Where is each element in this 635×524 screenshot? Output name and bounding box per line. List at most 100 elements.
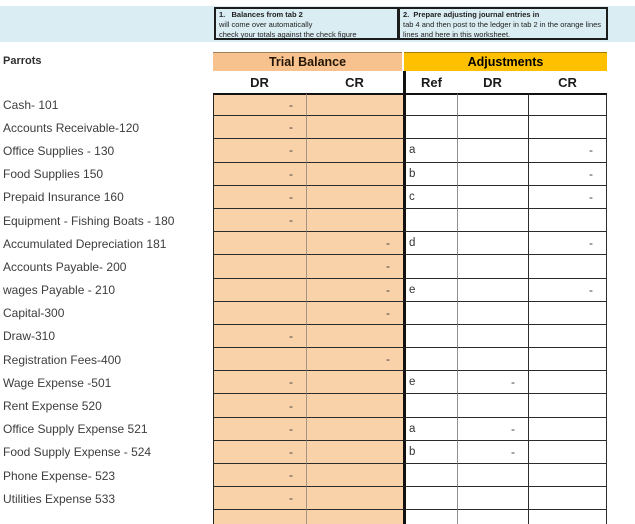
trial-balance-cr-cell[interactable]: - — [306, 348, 403, 372]
adjustment-dr-cell[interactable]: - — [457, 417, 528, 441]
adjustment-ref-cell[interactable] — [403, 255, 457, 279]
account-name-cell[interactable]: Draw-310 — [3, 329, 56, 344]
adjustment-ref-cell[interactable]: a — [403, 139, 457, 163]
adjustment-ref-cell[interactable] — [403, 510, 457, 524]
trial-balance-dr-cell[interactable]: - — [213, 394, 306, 418]
adjustment-dr-cell[interactable]: - — [457, 440, 528, 464]
adjustment-cr-cell[interactable] — [528, 93, 607, 117]
adjustment-ref-cell[interactable]: b — [403, 440, 457, 464]
adjustment-cr-cell[interactable] — [528, 208, 607, 233]
trial-balance-dr-cell[interactable]: - — [213, 208, 306, 233]
adjustment-cr-cell[interactable]: - — [528, 278, 607, 302]
trial-balance-cr-cell[interactable] — [306, 487, 403, 511]
adjustments-ref-header[interactable]: Ref — [403, 71, 457, 93]
trial-balance-cr-cell[interactable] — [306, 185, 403, 209]
adjustment-dr-cell[interactable] — [457, 278, 528, 302]
trial-balance-cr-cell[interactable] — [306, 510, 403, 524]
adjustment-ref-cell[interactable] — [403, 93, 457, 117]
adjustment-cr-cell[interactable] — [528, 487, 607, 511]
trial-balance-cr-cell[interactable] — [306, 139, 403, 163]
adjustment-dr-cell[interactable] — [457, 301, 528, 325]
account-name-cell[interactable]: Prepaid Insurance 160 — [3, 190, 124, 205]
adjustment-ref-cell[interactable] — [403, 301, 457, 325]
adjustment-cr-cell[interactable] — [528, 255, 607, 279]
trial-balance-dr-header[interactable]: DR — [250, 74, 269, 90]
account-name-cell[interactable]: Equipment - Fishing Boats - 180 — [3, 213, 175, 228]
trial-balance-cr-cell[interactable] — [306, 162, 403, 186]
adjustment-cr-cell[interactable]: - — [528, 185, 607, 209]
account-name-cell[interactable]: Accumulated Depreciation 181 — [3, 236, 167, 251]
adjustment-cr-cell[interactable] — [528, 348, 607, 372]
trial-balance-cr-cell[interactable] — [306, 93, 403, 117]
adjustment-cr-cell[interactable] — [528, 116, 607, 140]
adjustment-ref-cell[interactable] — [403, 394, 457, 418]
adjustment-dr-cell[interactable] — [457, 510, 528, 524]
trial-balance-cr-cell[interactable] — [306, 394, 403, 418]
sheet-title[interactable]: Parrots — [3, 55, 42, 67]
adjustment-dr-cell[interactable] — [457, 185, 528, 209]
trial-balance-dr-cell[interactable] — [213, 301, 306, 325]
trial-balance-dr-cell[interactable] — [213, 278, 306, 302]
trial-balance-section-header[interactable]: Trial Balance — [213, 52, 402, 71]
account-name-cell[interactable]: Accounts Receivable-120 — [3, 120, 140, 135]
adjustment-cr-cell[interactable]: - — [528, 139, 607, 163]
account-name-cell[interactable] — [0, 510, 213, 524]
instruction-note-1[interactable]: 1. Balances from tab 2 will come over au… — [214, 7, 399, 40]
adjustment-dr-cell[interactable] — [457, 255, 528, 279]
adjustment-dr-cell[interactable] — [457, 348, 528, 372]
trial-balance-cr-cell[interactable]: - — [306, 278, 403, 302]
trial-balance-dr-cell[interactable]: - — [213, 324, 306, 349]
adjustment-cr-cell[interactable]: - — [528, 232, 607, 256]
adjustment-ref-cell[interactable]: a — [403, 417, 457, 441]
account-name-cell[interactable]: Wage Expense -501 — [3, 375, 112, 390]
adjustment-dr-cell[interactable] — [457, 324, 528, 349]
trial-balance-dr-cell[interactable]: - — [213, 162, 306, 186]
adjustment-ref-cell[interactable] — [403, 487, 457, 511]
adjustment-dr-cell[interactable] — [457, 464, 528, 488]
account-name-cell[interactable]: Cash- 101 — [3, 97, 59, 112]
trial-balance-dr-cell[interactable]: - — [213, 464, 306, 488]
adjustment-ref-cell[interactable]: c — [403, 185, 457, 209]
adjustment-cr-cell[interactable] — [528, 417, 607, 441]
adjustment-cr-cell[interactable] — [528, 510, 607, 524]
adjustment-ref-cell[interactable]: e — [403, 278, 457, 302]
adjustment-ref-cell[interactable] — [403, 116, 457, 140]
trial-balance-cr-cell[interactable] — [306, 324, 403, 349]
trial-balance-cr-cell[interactable]: - — [306, 232, 403, 256]
trial-balance-cr-cell[interactable]: - — [306, 255, 403, 279]
adjustment-cr-cell[interactable] — [528, 440, 607, 464]
trial-balance-dr-cell[interactable]: - — [213, 371, 306, 395]
adjustments-cr-header[interactable]: CR — [558, 74, 577, 90]
adjustment-dr-cell[interactable] — [457, 232, 528, 256]
account-name-cell[interactable]: Utilities Expense 533 — [3, 491, 116, 506]
adjustment-dr-cell[interactable] — [457, 93, 528, 117]
account-name-cell[interactable]: wages Payable - 210 — [3, 283, 116, 298]
adjustment-dr-cell[interactable] — [457, 139, 528, 163]
trial-balance-dr-cell[interactable]: - — [213, 93, 306, 117]
account-name-cell[interactable]: Office Supplies - 130 — [3, 143, 115, 158]
trial-balance-dr-cell[interactable]: - — [213, 116, 306, 140]
adjustment-ref-cell[interactable]: b — [403, 162, 457, 186]
trial-balance-dr-cell[interactable] — [213, 255, 306, 279]
adjustment-dr-cell[interactable] — [457, 162, 528, 186]
adjustment-ref-cell[interactable] — [403, 208, 457, 233]
instruction-note-2[interactable]: 2. Prepare adjusting journal entries in … — [398, 7, 608, 40]
adjustment-cr-cell[interactable] — [528, 371, 607, 395]
adjustment-dr-cell[interactable] — [457, 487, 528, 511]
trial-balance-cr-cell[interactable] — [306, 116, 403, 140]
adjustment-dr-cell[interactable] — [457, 116, 528, 140]
account-name-cell[interactable]: Food Supply Expense - 524 — [3, 445, 152, 460]
adjustment-dr-cell[interactable] — [457, 394, 528, 418]
account-name-cell[interactable]: Accounts Payable- 200 — [3, 259, 127, 274]
trial-balance-dr-cell[interactable]: - — [213, 417, 306, 441]
trial-balance-cr-cell[interactable] — [306, 440, 403, 464]
trial-balance-dr-cell[interactable]: - — [213, 139, 306, 163]
trial-balance-dr-cell[interactable]: - — [213, 440, 306, 464]
adjustment-ref-cell[interactable] — [403, 348, 457, 372]
trial-balance-dr-cell[interactable]: - — [213, 185, 306, 209]
adjustment-cr-cell[interactable]: - — [528, 162, 607, 186]
trial-balance-cr-cell[interactable] — [306, 464, 403, 488]
adjustments-dr-header[interactable]: DR — [483, 74, 502, 90]
trial-balance-cr-cell[interactable]: - — [306, 301, 403, 325]
adjustment-ref-cell[interactable] — [403, 324, 457, 349]
